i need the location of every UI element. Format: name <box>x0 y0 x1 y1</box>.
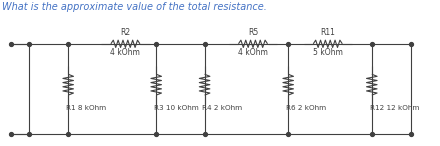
Text: R3 10 kOhm: R3 10 kOhm <box>154 105 199 111</box>
Text: 4 kOhm: 4 kOhm <box>110 48 140 57</box>
Text: R1 8 kOhm: R1 8 kOhm <box>66 105 106 111</box>
Text: R2: R2 <box>120 28 131 37</box>
Text: What is the approximate value of the total resistance.: What is the approximate value of the tot… <box>2 2 267 12</box>
Text: R4 2 kOhm: R4 2 kOhm <box>202 105 242 111</box>
Text: 5 kOhm: 5 kOhm <box>313 48 343 57</box>
Text: R5: R5 <box>248 28 258 37</box>
Text: R6 2 kOhm: R6 2 kOhm <box>286 105 326 111</box>
Text: 4 kOhm: 4 kOhm <box>238 48 268 57</box>
Text: R12 12 kOhm: R12 12 kOhm <box>370 105 419 111</box>
Text: R11: R11 <box>320 28 335 37</box>
